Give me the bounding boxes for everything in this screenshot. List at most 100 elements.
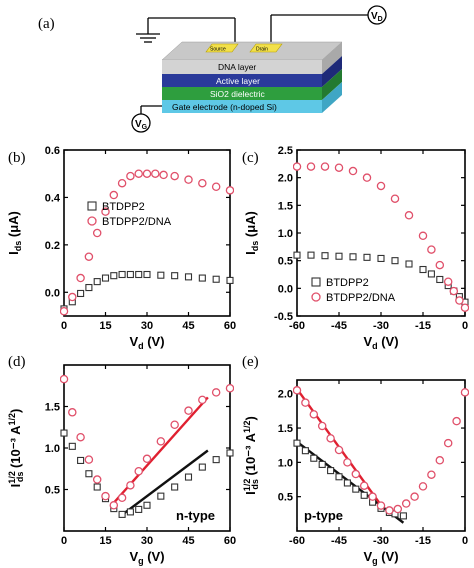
- vd-source-icon: VD: [367, 5, 387, 25]
- active-layer: [162, 74, 322, 87]
- data-point-square: [143, 501, 151, 509]
- data-point-square: [171, 272, 179, 280]
- data-point-circle: [76, 432, 85, 442]
- y-tick-label: 2.5: [278, 145, 293, 157]
- data-point-square: [399, 512, 407, 520]
- y-axis-label-unit: (μA): [243, 211, 258, 241]
- series-btdpp2-dna: [293, 386, 469, 515]
- data-point-circle: [126, 481, 135, 490]
- data-point-square: [184, 273, 193, 281]
- data-point-square: [212, 456, 220, 464]
- x-tick-label: -30: [373, 535, 389, 547]
- y-tick-label: -0.5: [274, 311, 293, 323]
- x-tick-label: 15: [99, 535, 111, 547]
- series-btdpp2: [60, 429, 234, 518]
- x-axis-label-main: V: [363, 549, 372, 564]
- data-point-circle: [60, 374, 69, 384]
- y-axis-label-unit: (10⁻³ A: [8, 425, 23, 472]
- x-axis-label-unit: (V): [144, 334, 165, 349]
- data-point-circle: [443, 438, 453, 448]
- data-point-circle: [198, 178, 207, 188]
- x-tick-label: 30: [141, 320, 153, 332]
- data-point-square: [293, 251, 301, 259]
- data-point-circle: [60, 307, 69, 316]
- data-point-circle: [427, 470, 436, 479]
- y-tick-label: 1.0: [278, 457, 293, 469]
- x-axis-label-unit: (V): [378, 334, 399, 349]
- legend-marker-circle: [311, 292, 321, 302]
- panel-b-label: (b): [8, 150, 26, 166]
- y-axis-label-unit: (10⁻³ A: [243, 432, 258, 479]
- data-point-circle: [198, 395, 207, 405]
- sio2-side: [322, 69, 342, 100]
- series-btdpp2-dna: [60, 374, 234, 510]
- x-tick-label: 45: [182, 535, 194, 547]
- y-tick-label: 1.0: [45, 443, 60, 455]
- legend-entry-label: BTDPP2/DNA: [102, 216, 172, 228]
- data-point-square: [343, 479, 351, 487]
- data-point-circle: [362, 173, 372, 182]
- y-axis-label-close: ): [8, 409, 23, 413]
- y-axis-label-main: I: [243, 251, 258, 255]
- y-axis-label: I1/2ds (10⁻³ A1/2): [7, 409, 25, 488]
- data-point-square: [352, 485, 360, 493]
- y-axis-label-unit-sup: 1/2: [242, 421, 252, 434]
- data-point-circle: [134, 466, 143, 476]
- drain-contact: [249, 43, 283, 53]
- x-tick-label: -15: [415, 535, 431, 547]
- legend: BTDPP2 BTDPP2/DNA: [87, 201, 172, 228]
- sio2-layer: [162, 87, 322, 100]
- y-axis-label-main: I: [6, 251, 21, 255]
- vg-label: V: [135, 119, 142, 130]
- data-point-square: [301, 447, 309, 455]
- data-point-square: [360, 491, 368, 499]
- data-point-square: [93, 278, 101, 286]
- data-point-circle: [225, 383, 234, 393]
- x-axis-label: Vg (V): [129, 549, 164, 566]
- data-point-circle: [134, 169, 143, 178]
- data-point-circle: [393, 504, 403, 514]
- x-tick-label: 0: [61, 535, 67, 547]
- x-tick-label: 0: [462, 535, 468, 547]
- y-axis-label-close: ): [243, 416, 258, 420]
- gate-side: [322, 82, 342, 113]
- y-axis-label-sub: ds: [250, 479, 260, 490]
- data-point-circle: [211, 182, 221, 192]
- y-axis-label: Ids (μA): [243, 211, 260, 255]
- x-axis-label-unit: (V): [144, 549, 165, 564]
- y-axis-label-sub: ds: [15, 472, 25, 483]
- data-point-circle: [117, 493, 127, 503]
- panel-e-label: (e): [242, 354, 259, 370]
- y-tick-label: 1.5: [45, 402, 60, 414]
- data-point-circle: [401, 499, 411, 508]
- vd-sub: D: [378, 16, 383, 23]
- data-point-circle: [156, 437, 166, 446]
- data-point-square: [293, 439, 301, 447]
- y-axis-label-main: I: [8, 484, 23, 488]
- data-point-circle: [126, 171, 135, 181]
- data-point-square: [436, 275, 444, 284]
- y-axis-label-sub: ds: [13, 241, 23, 252]
- data-point-circle: [452, 416, 461, 426]
- data-point-square: [110, 272, 118, 280]
- data-point-square: [85, 283, 93, 292]
- y-tick-label: 0.0: [45, 287, 60, 299]
- x-tick-label: 0: [462, 320, 468, 332]
- data-point-circle: [293, 386, 302, 395]
- source-contact: [205, 43, 239, 53]
- data-point-square: [335, 473, 343, 481]
- data-point-circle: [184, 175, 193, 184]
- data-point-square: [157, 271, 165, 279]
- x-tick-label: 45: [182, 320, 194, 332]
- data-point-square: [184, 473, 193, 481]
- data-point-square: [427, 270, 435, 278]
- data-point-circle: [68, 408, 77, 417]
- data-point-square: [212, 275, 220, 283]
- data-point-circle: [334, 163, 344, 172]
- x-tick-label: -45: [331, 535, 347, 547]
- layer-label-active: Active layer: [216, 76, 260, 86]
- legend-entry-label: BTDPP2/DNA: [326, 292, 396, 304]
- data-point-square: [318, 460, 326, 468]
- data-point-square: [363, 253, 371, 261]
- y-axis-label-unit-sup: 1/2: [7, 413, 17, 426]
